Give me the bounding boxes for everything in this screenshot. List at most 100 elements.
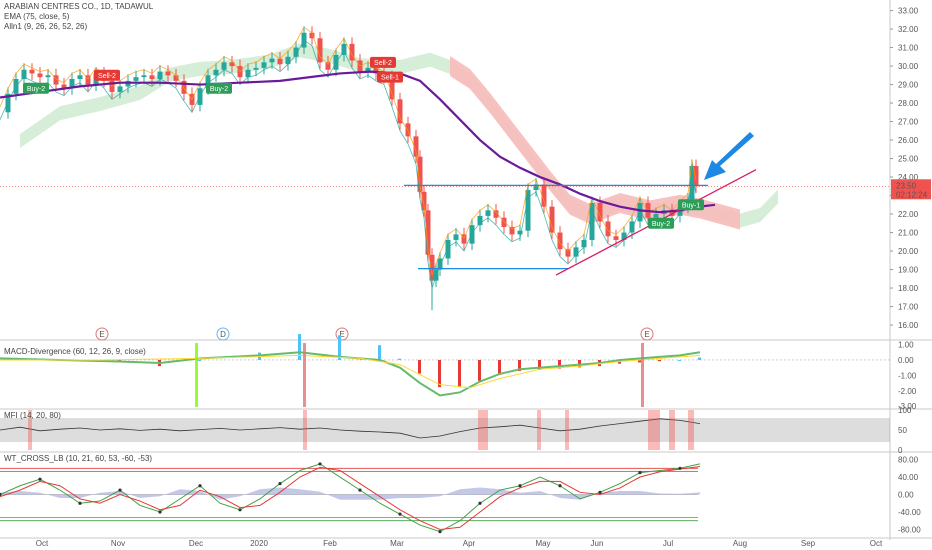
time-tick-label: Dec	[189, 539, 203, 548]
signal-label: Sell-1	[381, 75, 399, 82]
signal-badge	[678, 199, 704, 211]
ema-legend: EMA (75, close, 5)	[4, 12, 70, 21]
macd-tick-label: 1.00	[898, 341, 914, 350]
time-tick-label: Nov	[111, 539, 125, 548]
wt-cross-dot	[198, 484, 202, 488]
price-tick-label: 33.00	[898, 7, 919, 16]
price-tick-label: 21.00	[898, 229, 919, 238]
wt-cross-dot	[478, 501, 482, 505]
signal-label: Buy-1	[682, 202, 700, 209]
signal-badge	[648, 217, 674, 229]
candle-body	[425, 210, 431, 255]
wt-cross-dot	[558, 484, 562, 488]
candle-body	[469, 225, 475, 244]
macd-legend: MACD-Divergence (60, 12, 26, 9, close)	[4, 347, 146, 356]
wt-tick-label: 40.00	[898, 473, 919, 482]
candle-body	[389, 77, 395, 100]
candle-body	[437, 258, 443, 270]
bar-countdown-label: 02:12:24	[896, 190, 928, 199]
candle-body	[5, 93, 11, 113]
candle-body	[205, 75, 211, 89]
wt-cross-dot	[158, 510, 162, 514]
candle-body	[325, 62, 331, 70]
candle-body	[53, 75, 59, 85]
macd-tick-label: 0.00	[898, 356, 914, 365]
time-tick-label: Oct	[870, 539, 883, 548]
time-tick-label: Sep	[801, 539, 816, 548]
mfi-highlight-bar	[648, 410, 660, 450]
wt-cross-dot	[0, 492, 2, 497]
candle-body	[541, 184, 547, 207]
candle-body	[581, 239, 587, 248]
mfi-legend: MFI (14, 20, 80)	[4, 411, 61, 420]
candle-body	[341, 43, 347, 55]
candle-body	[245, 69, 251, 78]
mfi-tick-label: 100	[898, 406, 912, 415]
wt1-line	[0, 463, 701, 533]
signal-badge	[206, 82, 232, 94]
macd-histogram-bar	[478, 359, 481, 381]
price-tick-label: 24.00	[898, 173, 919, 182]
price-tick-label: 27.00	[898, 118, 919, 127]
candle-body	[461, 234, 467, 244]
macd-histogram-bar	[638, 359, 641, 363]
wt-legend: WT_CROSS_LB (10, 21, 60, 53, -60, -53)	[4, 454, 153, 463]
macd-histogram-bar	[498, 359, 501, 375]
candle-body	[637, 202, 643, 222]
signal-label: Sell-2	[374, 60, 392, 67]
time-tick-label: Apr	[463, 539, 476, 548]
mfi-tick-label: 50	[898, 426, 907, 435]
wt-cross-dot	[278, 481, 282, 486]
macd-divergence-bar	[195, 343, 198, 407]
ichimoku-legend: Alln1 (9, 26, 26, 52, 26)	[4, 22, 88, 31]
event-marker-label: E	[99, 330, 104, 339]
candle-body	[501, 217, 507, 227]
wt-tick-label: 80.00	[898, 456, 919, 465]
wt-cross-dot	[598, 490, 602, 494]
macd-tick-label: -2.00	[898, 387, 917, 396]
signal-badge	[377, 71, 403, 83]
candle-body	[397, 99, 403, 124]
candle-body	[45, 75, 51, 78]
candle-body	[405, 123, 411, 137]
candle-body	[349, 43, 355, 61]
candle-body	[453, 234, 459, 240]
macd-histogram-bar	[698, 357, 701, 360]
price-tick-label: 22.00	[898, 210, 919, 219]
candle-body	[37, 73, 43, 78]
candle-body	[693, 165, 699, 187]
mfi-highlight-bar	[478, 410, 488, 450]
price-tick-label: 32.00	[898, 25, 919, 34]
price-tick-label: 20.00	[898, 247, 919, 256]
time-tick-label: Feb	[323, 539, 337, 548]
candle-body	[29, 69, 35, 74]
price-tick-label: 29.00	[898, 81, 919, 90]
wt-histogram-area	[0, 487, 700, 500]
macd-histogram-bar	[678, 359, 681, 361]
event-marker-label: E	[644, 330, 649, 339]
candle-body	[269, 58, 275, 63]
wt-cross-dot	[318, 462, 322, 466]
price-tick-label: 28.00	[898, 99, 919, 108]
candle-body	[261, 62, 267, 68]
wt-tick-label: 0.00	[898, 491, 914, 500]
time-tick-label: Oct	[36, 539, 49, 548]
candle-body	[181, 80, 187, 94]
time-tick-label: Jul	[663, 539, 673, 548]
candle-body	[133, 77, 139, 81]
annotation-arrow-icon	[704, 132, 754, 180]
mfi-highlight-bar	[537, 410, 541, 450]
time-tick-label: May	[535, 539, 550, 548]
candle-body	[605, 221, 611, 237]
macd-signal-line	[0, 354, 701, 389]
wt-cross-dot	[238, 508, 242, 512]
ema-line	[0, 70, 716, 214]
candle-body	[689, 165, 695, 200]
signal-badge	[23, 82, 49, 94]
signal-label: Buy-2	[652, 221, 670, 228]
macd-histogram-bar	[518, 359, 521, 372]
candle-body	[221, 62, 227, 70]
macd-histogram-bar	[418, 359, 421, 374]
price-tick-label: 16.00	[898, 321, 919, 330]
candle-body	[373, 67, 379, 74]
